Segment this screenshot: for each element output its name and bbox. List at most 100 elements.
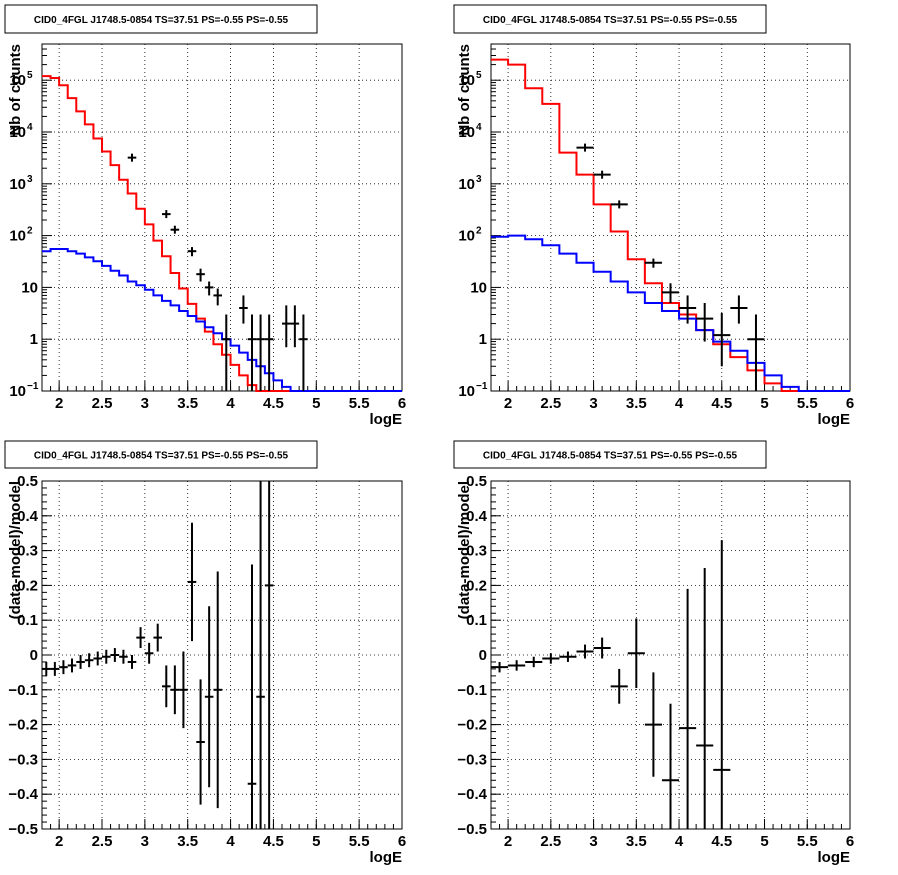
x-axis-title: logE [818,411,851,428]
y-tick-label: −0.3 [8,751,38,768]
data-point [179,651,188,729]
y-tick-label: −0.2 [457,717,487,734]
data-point [627,618,645,689]
y-tick-label: 0.2 [17,577,38,594]
x-tick-label: 6 [846,395,854,412]
x-tick-label: 6 [398,395,406,412]
x-tick-label: 2 [55,833,63,850]
y-tick-label: 0.4 [17,508,39,525]
title-box [453,440,767,469]
x-tick-label: 3.5 [177,833,198,850]
data-point [170,665,180,715]
x-tick-label: 2.5 [92,395,113,412]
data-point [559,651,577,662]
data-point [525,656,543,668]
x-tick-label: 2.5 [540,395,561,412]
data-point [576,644,594,659]
data-point [136,627,145,649]
data-point [42,661,51,676]
data-point [102,649,111,664]
y-axis-title: (data-model)/model [456,481,473,619]
x-tick-label: 3.5 [626,833,647,850]
data-point [93,651,102,666]
x-tick-label: 5.5 [349,395,370,412]
x-tick-label: 5 [312,833,320,850]
data-point [747,314,765,391]
data-point [110,648,120,662]
y-tick-label: 10 [21,279,38,296]
title-box [4,4,318,34]
data-point [119,649,128,664]
y-tick-label: −0.1 [457,682,487,699]
x-tick-label: 2 [504,395,512,412]
data-point [713,313,731,367]
x-tick-label: 5.5 [349,833,370,850]
x-tick-label: 5 [760,395,768,412]
x-tick-label: 6 [846,833,854,850]
x-tick-label: 4 [675,395,684,412]
x-tick-label: 4.5 [263,833,284,850]
data-point [67,658,77,673]
x-tick-label: 2.5 [540,833,561,850]
y-tick-exponent: 4 [476,122,482,133]
x-tick-label: 5.5 [797,395,818,412]
data-point [59,660,68,675]
data-point [264,481,274,829]
data-point [713,540,731,829]
y-tick-label: 0.4 [466,508,488,525]
x-tick-label: 5.5 [797,833,818,850]
data-point [213,571,222,809]
y-tick-label: 0.3 [466,543,487,560]
x-axis-title: logE [370,411,403,428]
data-point [576,143,594,152]
y-tick-label: 10 [9,383,26,400]
y-tick-label: 10 [9,228,26,245]
y-tick-label: −0.1 [8,682,38,699]
y-tick-label: 0.1 [466,612,487,629]
data-point [213,288,222,306]
chart-title: CID0_4FGL J1748.5-0854 TS=37.51 PS=-0.55… [483,451,738,462]
data-point [508,660,526,671]
y-tick-label: 10 [458,72,475,89]
data-point [247,564,257,829]
x-tick-label: 3 [589,833,597,850]
data-point [542,653,560,664]
data-point [84,653,94,668]
x-tick-label: 3.5 [177,395,198,412]
data-point [610,200,628,209]
y-tick-exponent: −1 [476,381,488,392]
y-tick-label: 10 [458,124,475,141]
data-point [491,661,509,673]
y-tick-label: −0.5 [457,821,487,838]
x-tick-label: 4 [226,833,235,850]
data-point [256,314,265,391]
data-point [247,314,257,391]
data-point [299,314,308,391]
data-point [730,295,748,324]
y-tick-label: −0.2 [8,717,38,734]
y-tick-exponent: 5 [27,70,33,81]
data-point [50,661,60,676]
data-point [127,655,137,669]
y-tick-label: 1 [30,331,38,348]
data-point [644,672,662,777]
data-point [679,588,697,829]
y-tick-exponent: 3 [27,174,33,185]
chart-title: CID0_4FGL J1748.5-0854 TS=37.51 PS=-0.55… [483,15,738,26]
y-axis-title: Nb of counts [456,44,473,136]
y-tick-label: 10 [9,176,26,193]
x-tick-label: 4.5 [263,395,284,412]
data-point [196,679,205,805]
chart-title: CID0_4FGL J1748.5-0854 TS=37.51 PS=-0.55… [34,451,289,462]
data-point [696,302,714,342]
data-point [679,295,697,324]
data-point [127,153,137,162]
data-point [222,314,231,391]
x-tick-label: 4 [675,833,684,850]
x-tick-label: 2.5 [92,833,113,850]
y-tick-exponent: 5 [476,70,482,81]
data-point [204,281,214,296]
y-tick-label: 10 [458,383,475,400]
